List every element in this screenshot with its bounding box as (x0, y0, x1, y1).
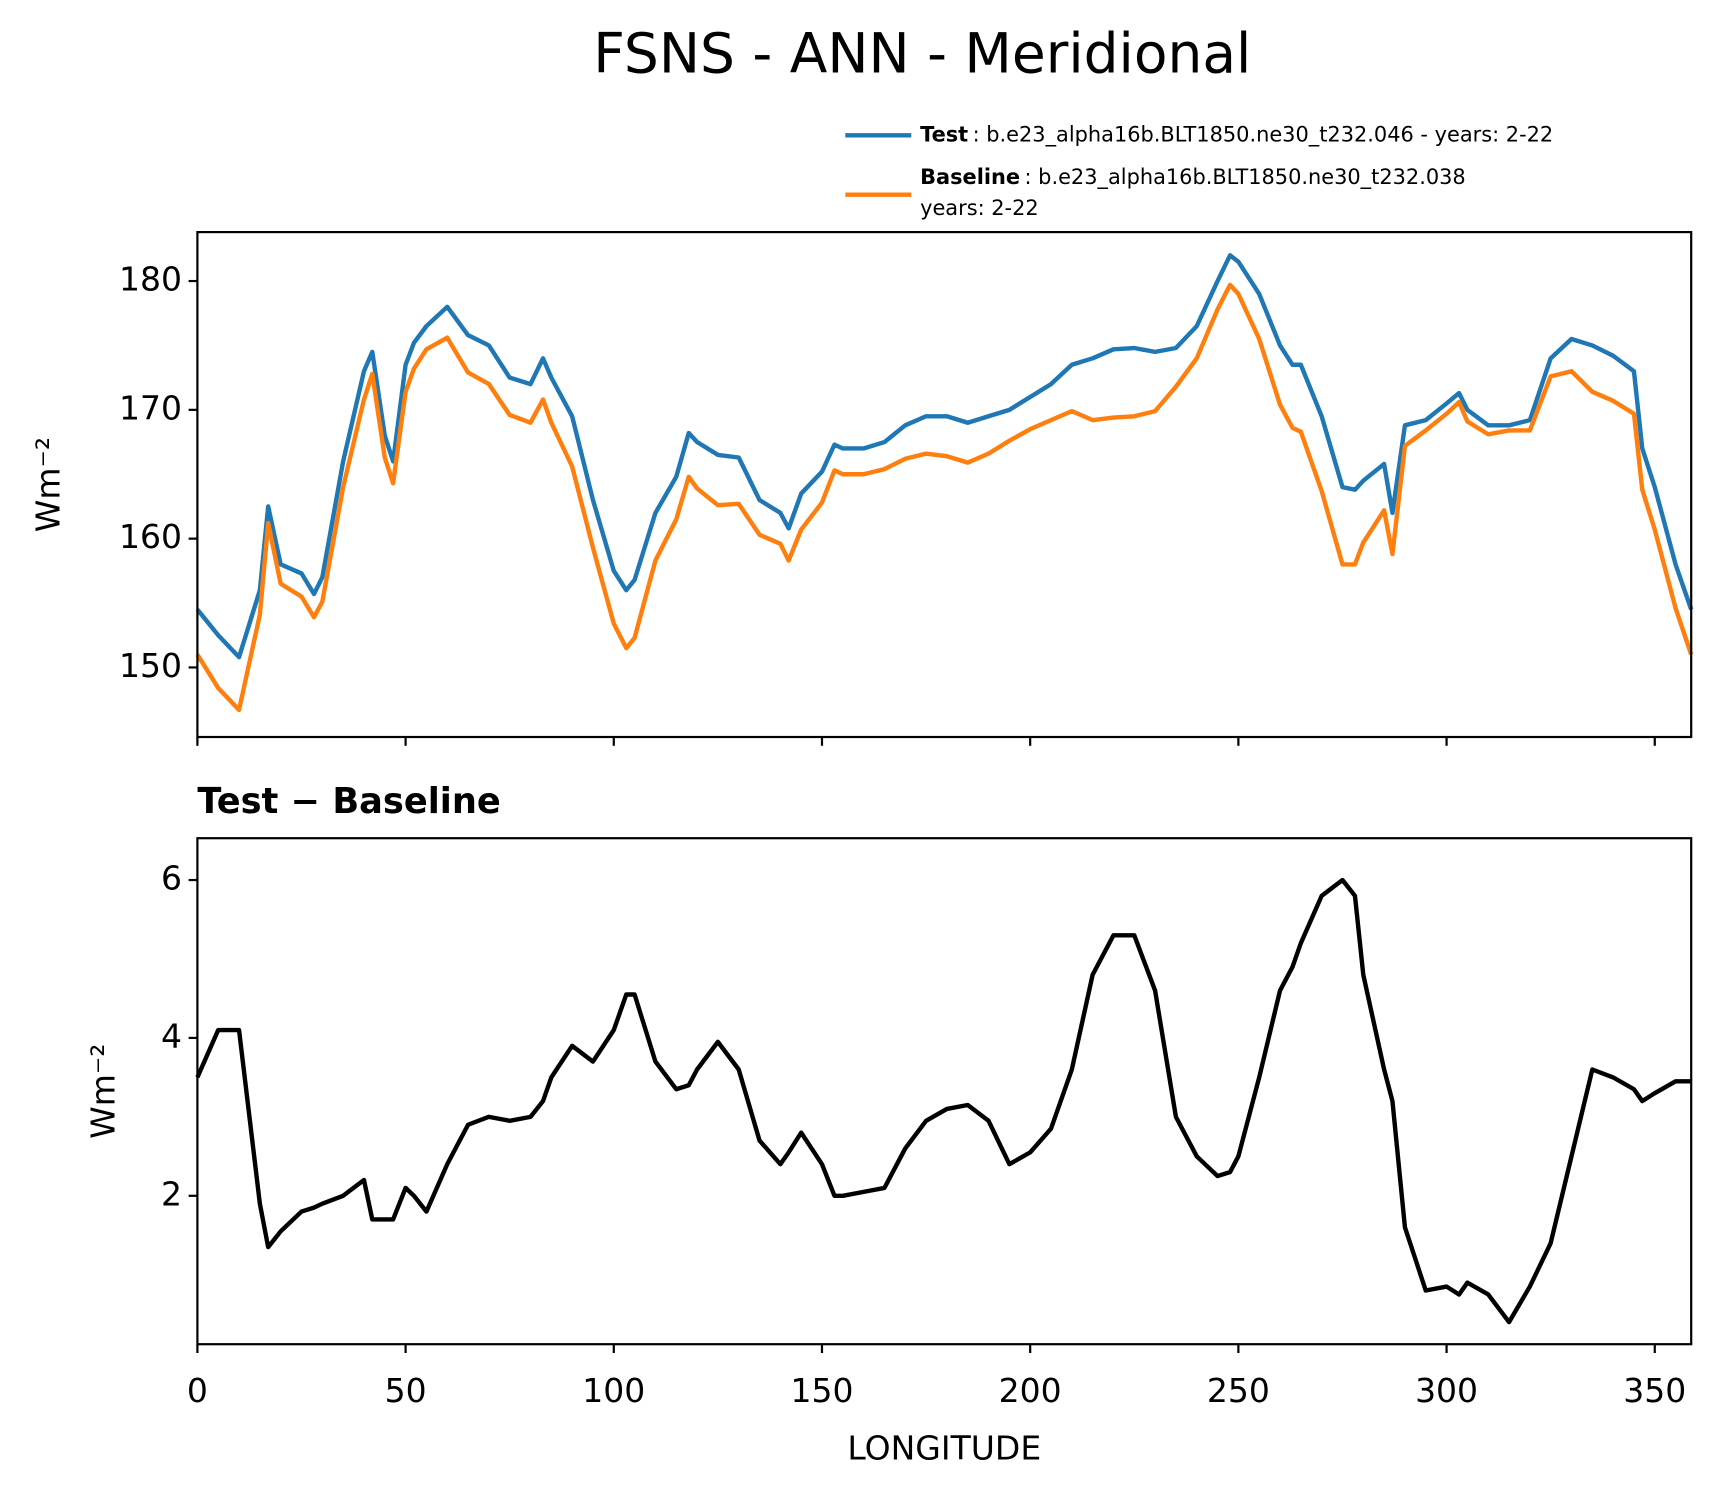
x-tick-label: 300 (1415, 1371, 1478, 1410)
y-tick-label: 4 (161, 1016, 182, 1055)
legend-entry: Test: b.e23_alpha16b.BLT1850.ne30_t232.0… (920, 122, 1553, 147)
legend-description: : b.e23_alpha16b.BLT1850.ne30_t232.046 -… (973, 122, 1554, 147)
data-line (195, 282, 1694, 713)
legend-description: years: 2-22 (920, 196, 1039, 220)
x-tick-label: 50 (385, 1371, 427, 1410)
y-tick-label: 180 (119, 260, 182, 299)
y-tick-label: 170 (119, 388, 182, 427)
chart-title: FSNS - ANN - Meridional (593, 21, 1251, 85)
x-tick-label: 100 (582, 1371, 645, 1410)
x-tick-label: 150 (790, 1371, 853, 1410)
legend-name: Test (920, 122, 968, 146)
y-tick-label: 6 (161, 859, 182, 898)
x-axis-label: LONGITUDE (847, 1428, 1041, 1467)
legend-entry: Baseline: b.e23_alpha16b.BLT1850.ne30_t2… (920, 165, 1466, 190)
subplot-title: Test − Baseline (197, 781, 500, 822)
y-tick-label: 150 (119, 646, 182, 685)
x-tick-label: 250 (1207, 1371, 1270, 1410)
x-tick-label: 200 (999, 1371, 1062, 1410)
plot-frame (196, 837, 1693, 1346)
data-line (195, 253, 1694, 660)
legend-description: : b.e23_alpha16b.BLT1850.ne30_t232.038 (1025, 165, 1466, 190)
plot-frame (196, 231, 1693, 739)
x-tick-label: 0 (187, 1371, 208, 1410)
y-axis-label: Wm⁻² (84, 1043, 123, 1138)
data-line (195, 877, 1692, 1325)
legend-name: Baseline (920, 165, 1020, 189)
x-tick-label: 350 (1623, 1371, 1686, 1410)
y-tick-label: 2 (161, 1174, 182, 1213)
y-tick-label: 160 (119, 517, 182, 556)
y-axis-label: Wm⁻² (29, 437, 68, 532)
